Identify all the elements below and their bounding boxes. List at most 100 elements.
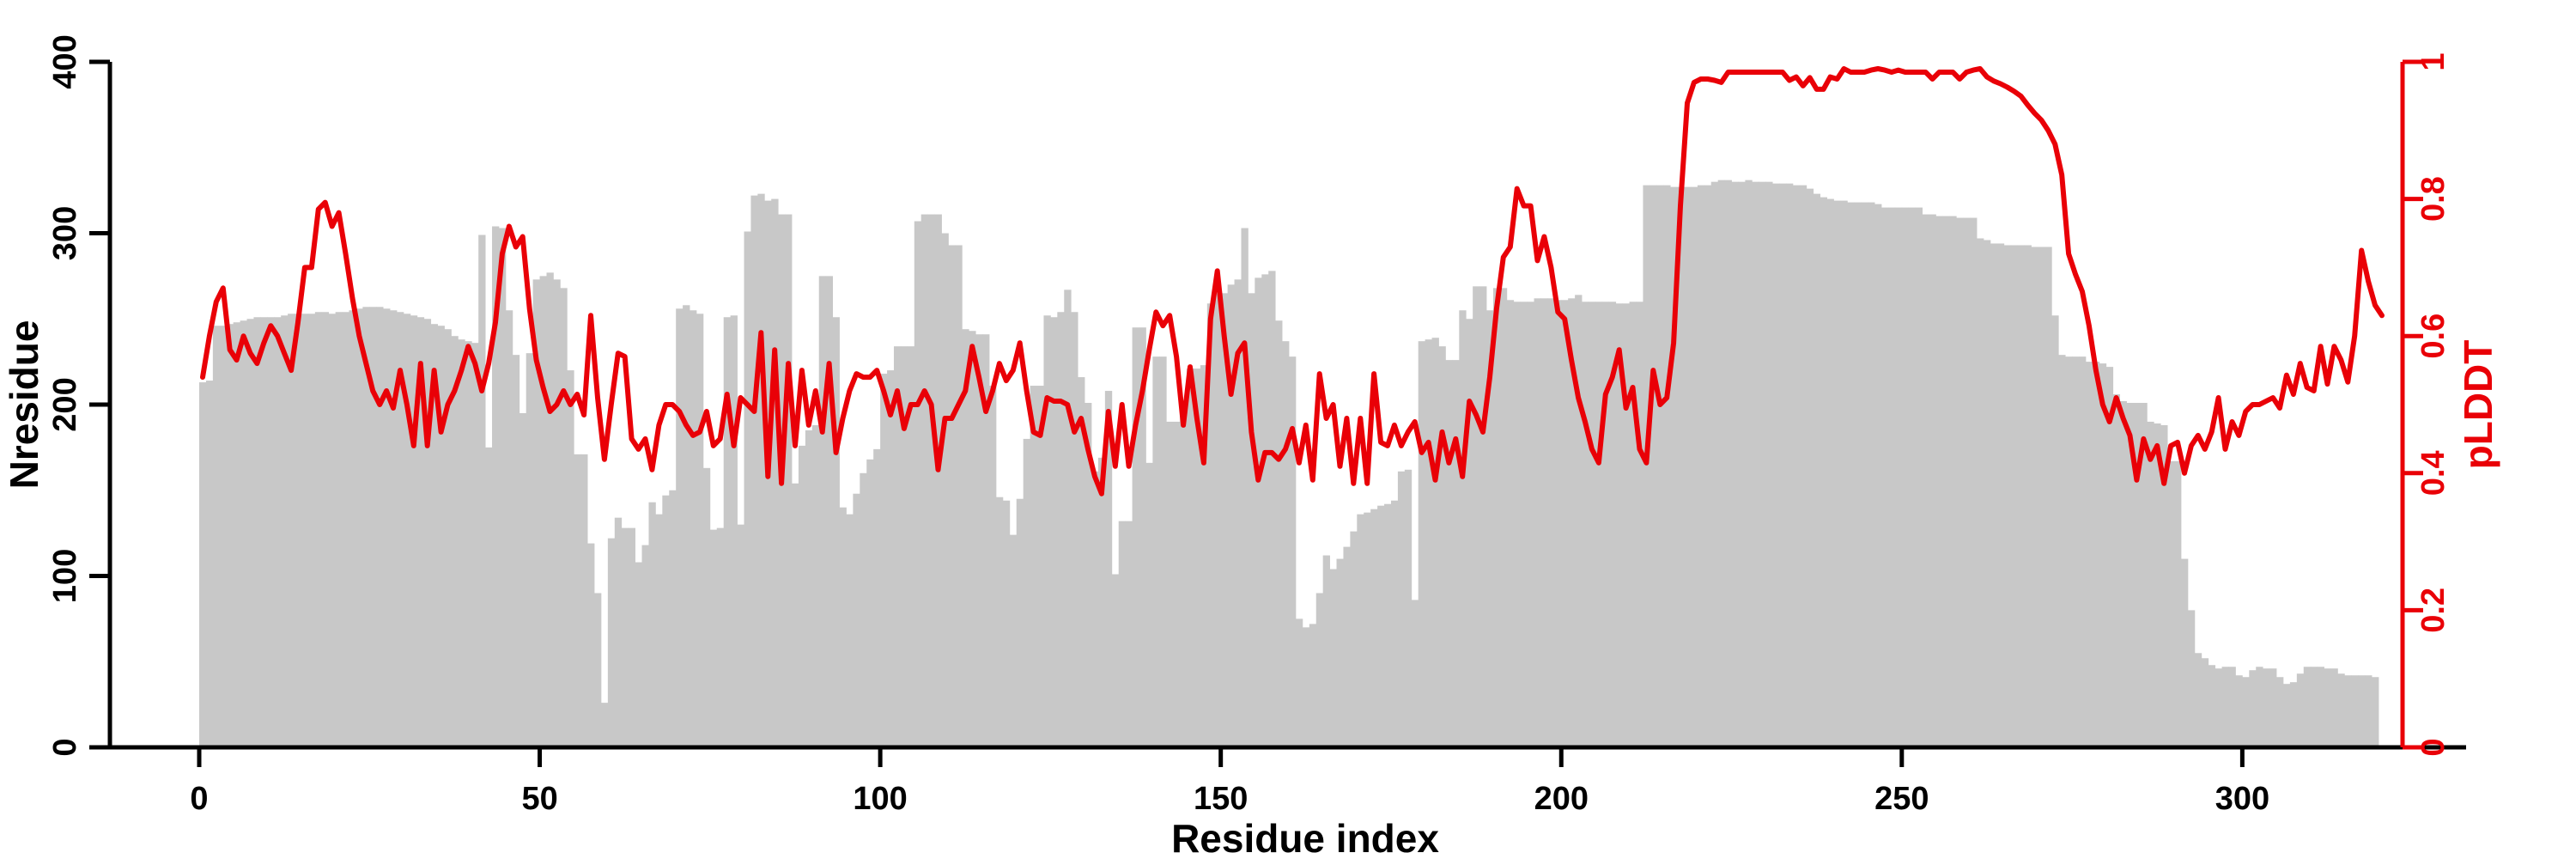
- nresidue-bar: [1622, 303, 1630, 747]
- nresidue-bar: [1370, 509, 1378, 747]
- nresidue-bar: [1002, 500, 1011, 747]
- nresidue-bar: [2051, 315, 2059, 747]
- nresidue-bar: [2058, 355, 2066, 747]
- nresidue-bar: [1431, 338, 1439, 747]
- nresidue-bar: [1241, 228, 1249, 747]
- nresidue-bar: [1438, 346, 1446, 747]
- nresidue-bar: [1792, 185, 1801, 747]
- nresidue-bar: [975, 334, 983, 747]
- nresidue-bar: [989, 386, 997, 747]
- nresidue-bar: [723, 317, 732, 747]
- nresidue-bar: [2038, 247, 2045, 748]
- y-right-tick-label: 0: [2415, 738, 2451, 756]
- nresidue-bar: [730, 315, 738, 747]
- nresidue-bar: [1404, 469, 1413, 747]
- nresidue-bar: [1425, 339, 1432, 747]
- nresidue-bar: [2194, 653, 2202, 747]
- nresidue-bar: [498, 228, 507, 747]
- nresidue-bar: [941, 233, 949, 747]
- nresidue-bar: [969, 331, 976, 747]
- nresidue-bar: [1329, 569, 1337, 747]
- nresidue-bar: [1915, 207, 1923, 747]
- nresidue-bar: [2372, 677, 2379, 748]
- x-axis-title: Residue index: [1171, 816, 1439, 859]
- nresidue-bar: [880, 374, 888, 747]
- nresidue-bar: [1690, 186, 1698, 747]
- nresidue-bar: [1949, 216, 1957, 748]
- nresidue-bar: [1894, 207, 1903, 747]
- nresidue-bar: [1568, 298, 1576, 747]
- nresidue-bar: [1983, 240, 1991, 748]
- nresidue-bar: [2099, 363, 2107, 747]
- nresidue-bar: [423, 319, 432, 747]
- nresidue-bar: [1977, 238, 1984, 747]
- nresidue-bar: [2269, 668, 2277, 747]
- nresidue-bar: [1411, 600, 1419, 747]
- nresidue-bar: [1922, 214, 1929, 748]
- nresidue-bar: [676, 308, 683, 747]
- nresidue-bar: [648, 502, 656, 747]
- nresidue-bar: [1643, 185, 1650, 747]
- nresidue-bar: [709, 529, 718, 747]
- nresidue-bar: [321, 312, 330, 747]
- nresidue-bar: [1030, 386, 1037, 747]
- nresidue-bar: [199, 382, 207, 747]
- nresidue-bar: [1268, 271, 1276, 747]
- nresidue-bar: [2024, 245, 2032, 748]
- x-tick-label: 150: [1194, 781, 1248, 817]
- nresidue-bar: [2187, 610, 2196, 747]
- nresidue-bar: [2263, 668, 2270, 747]
- nresidue-bar: [260, 317, 268, 747]
- nresidue-bar: [1779, 183, 1787, 747]
- nresidue-bar: [771, 198, 779, 748]
- nresidue-bar: [546, 272, 554, 747]
- nresidue-bar: [1935, 216, 1943, 748]
- nresidue-bar: [1847, 202, 1855, 748]
- nresidue-bar: [1854, 202, 1862, 748]
- nresidue-bar: [314, 312, 323, 747]
- nresidue-bar: [750, 195, 758, 748]
- nresidue-bar: [1554, 300, 1562, 747]
- nresidue-bar: [1996, 243, 2005, 748]
- nresidue-bar: [1874, 204, 1882, 747]
- nresidue-bar: [2160, 424, 2168, 747]
- nresidue-bar: [1608, 302, 1617, 747]
- nresidue-bar: [1445, 360, 1453, 747]
- nresidue-bar: [995, 497, 1004, 747]
- nresidue-bar: [635, 562, 642, 747]
- nresidue-bar: [2358, 675, 2366, 747]
- nresidue-bar: [1506, 300, 1515, 747]
- nresidue-bar: [948, 245, 956, 748]
- nresidue-bar: [2105, 367, 2114, 747]
- nresidue-bar: [690, 310, 697, 747]
- nresidue-bar: [1990, 243, 1998, 748]
- nresidue-bar: [410, 315, 418, 747]
- nresidue-bar: [587, 543, 595, 748]
- nresidue-bar: [342, 312, 349, 747]
- nresidue-bar: [274, 317, 282, 747]
- nresidue-bar: [1016, 498, 1024, 747]
- nresidue-bar: [2215, 668, 2222, 747]
- nresidue-bar: [580, 454, 588, 748]
- nresidue-bar: [2140, 403, 2148, 747]
- nresidue-bar: [444, 329, 452, 747]
- nresidue-bar: [1295, 618, 1303, 748]
- nresidue-bar: [1302, 627, 1310, 747]
- nresidue-bar: [1963, 217, 1971, 748]
- nresidue-bar: [1097, 457, 1106, 748]
- nresidue-bar: [914, 221, 922, 747]
- nresidue-bar: [955, 245, 963, 748]
- nresidue-bar: [2256, 667, 2263, 748]
- nresidue-bar: [349, 310, 356, 747]
- nresidue-bar: [307, 314, 316, 747]
- nresidue-bar: [1697, 185, 1705, 747]
- nresidue-bar: [1452, 360, 1460, 747]
- nresidue-bar: [2180, 558, 2189, 747]
- nresidue-bar: [532, 279, 540, 747]
- nresidue-bar: [2249, 670, 2257, 748]
- nresidue-bar: [403, 314, 411, 747]
- nresidue-bar: [2235, 675, 2243, 747]
- nresidue-bar: [295, 314, 302, 747]
- nresidue-bar: [2010, 245, 2019, 748]
